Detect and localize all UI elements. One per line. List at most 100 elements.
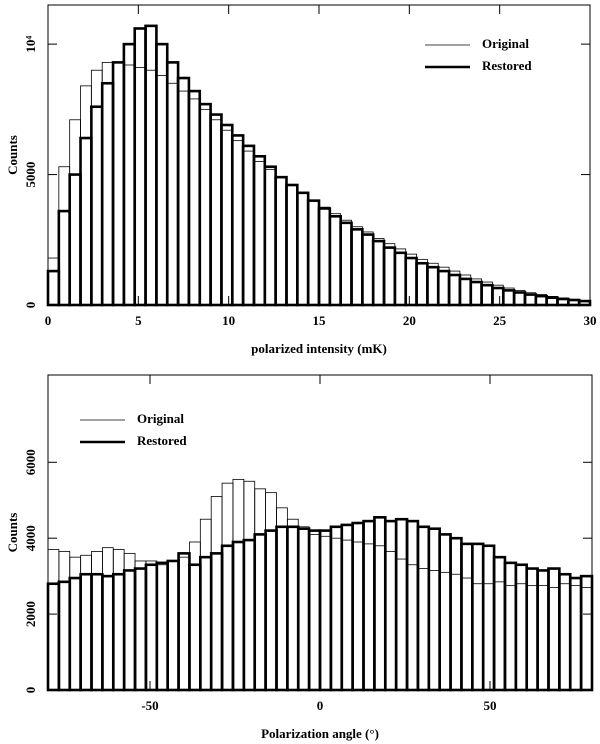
bar <box>199 108 211 306</box>
y-axis-label: Counts <box>5 513 20 553</box>
x-tick-label: 0 <box>45 313 52 328</box>
bar <box>46 582 61 692</box>
bar <box>176 76 191 307</box>
bar <box>101 61 114 306</box>
bar <box>481 544 496 692</box>
bar <box>361 233 375 307</box>
bar <box>90 105 104 307</box>
bar <box>145 69 157 306</box>
y-tick-label: 2000 <box>23 601 38 627</box>
bar <box>436 269 451 307</box>
bar <box>460 542 474 692</box>
bar <box>241 144 256 307</box>
bar <box>101 574 115 692</box>
x-tick-label: 5 <box>135 313 142 328</box>
bar <box>458 277 473 307</box>
bar <box>111 572 126 692</box>
bar <box>57 209 71 307</box>
x-tick-label: 0 <box>317 698 324 713</box>
bar <box>221 482 234 691</box>
bar <box>393 251 408 307</box>
bar <box>352 541 364 691</box>
bar <box>286 518 299 691</box>
bar <box>134 67 146 306</box>
bar <box>296 191 310 307</box>
bar <box>122 42 137 307</box>
bar <box>437 266 450 306</box>
y-tick-label: 6000 <box>23 449 38 475</box>
bar <box>307 529 322 692</box>
bar <box>341 539 354 691</box>
bar <box>46 269 61 307</box>
bar <box>253 161 266 306</box>
bar <box>577 299 592 307</box>
bar <box>394 248 407 306</box>
bar <box>123 552 136 691</box>
bar <box>286 525 300 692</box>
bar <box>449 536 463 692</box>
bar <box>274 175 288 307</box>
bar <box>307 200 320 306</box>
bar <box>330 537 343 691</box>
x-tick-label: 25 <box>493 313 507 328</box>
bar <box>329 213 342 306</box>
bar <box>90 69 103 306</box>
bar <box>373 545 386 691</box>
bar <box>253 533 267 692</box>
bar <box>493 581 506 691</box>
bar <box>406 564 419 691</box>
bar <box>242 150 255 306</box>
bar <box>144 563 159 692</box>
bar <box>512 291 527 307</box>
bar <box>210 119 222 306</box>
bar <box>328 215 342 307</box>
bar <box>276 507 288 691</box>
bar <box>275 176 287 306</box>
bar <box>534 294 548 307</box>
bar <box>57 580 72 692</box>
x-axis-label: Polarization angle (°) <box>261 726 379 741</box>
x-tick-label: 30 <box>584 313 597 328</box>
bar <box>567 298 581 307</box>
bar <box>166 559 180 692</box>
bar <box>134 560 147 691</box>
bar <box>579 574 594 692</box>
bar <box>144 24 158 307</box>
bar <box>156 564 169 691</box>
bar <box>296 527 311 692</box>
bar <box>383 243 396 306</box>
bar <box>79 136 93 307</box>
bar <box>480 283 494 307</box>
bar <box>254 488 267 691</box>
bar <box>112 549 125 691</box>
bar <box>363 543 375 691</box>
bar <box>558 572 572 692</box>
bar <box>209 113 223 307</box>
bar <box>340 219 352 306</box>
bar <box>426 265 440 307</box>
bar <box>199 518 212 691</box>
bar <box>569 585 582 691</box>
bar <box>79 572 93 692</box>
bar <box>243 480 256 691</box>
bar <box>155 75 168 306</box>
bar <box>558 583 571 691</box>
bar <box>242 538 257 692</box>
bar <box>177 552 191 692</box>
bar <box>220 123 234 307</box>
bar <box>306 199 321 307</box>
bar <box>263 165 277 307</box>
bar <box>415 261 429 307</box>
bar <box>416 525 431 692</box>
bar <box>199 555 213 692</box>
bar <box>58 166 71 306</box>
bar <box>122 569 137 692</box>
bar <box>382 246 397 307</box>
x-tick-label: 15 <box>313 313 327 328</box>
bar <box>165 61 180 307</box>
bar <box>264 168 277 306</box>
bar <box>221 129 233 306</box>
legend-label: Restored <box>137 433 187 448</box>
bar <box>471 583 484 691</box>
bar <box>417 568 430 691</box>
